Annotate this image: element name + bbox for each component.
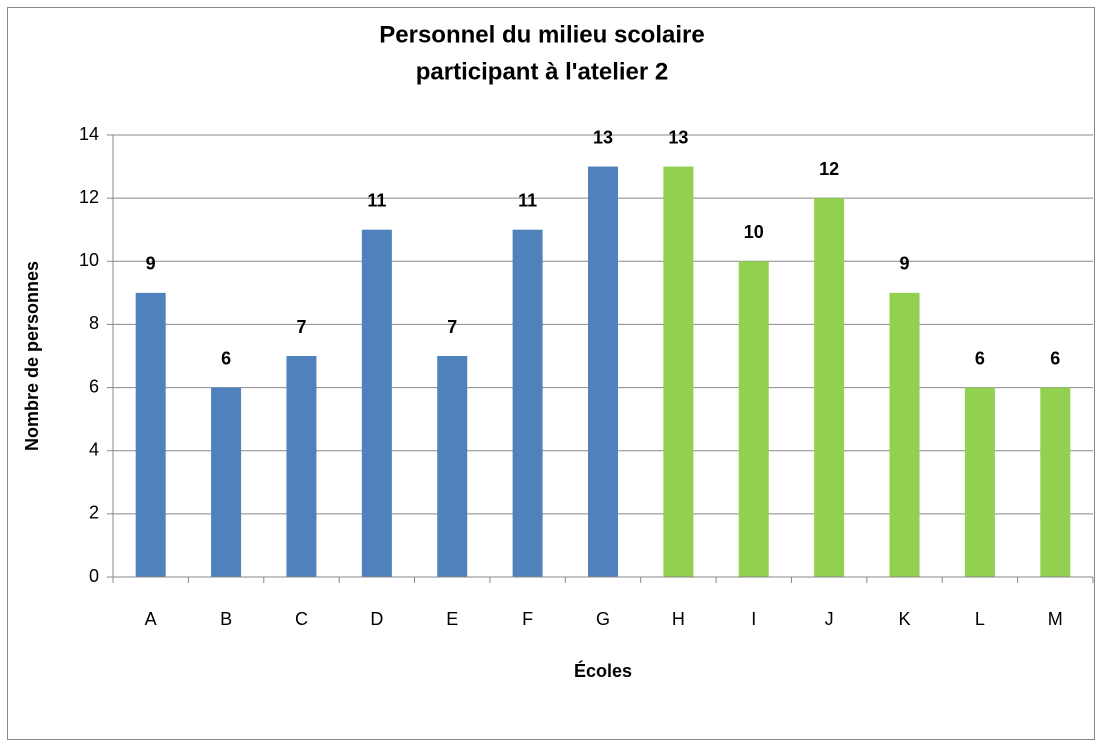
bar bbox=[814, 198, 845, 577]
y-tick-label: 4 bbox=[89, 439, 99, 459]
data-label: 13 bbox=[593, 127, 613, 147]
y-tick-label: 14 bbox=[79, 124, 99, 144]
bar bbox=[211, 387, 242, 577]
bar bbox=[738, 261, 769, 577]
data-label: 9 bbox=[900, 254, 910, 274]
bar bbox=[361, 229, 392, 577]
x-tick-label: M bbox=[1048, 609, 1063, 629]
y-axis-title: Nombre de personnes bbox=[22, 261, 42, 451]
data-label: 6 bbox=[221, 348, 231, 368]
chart-frame bbox=[7, 7, 1095, 740]
y-tick-label: 2 bbox=[89, 503, 99, 523]
bar bbox=[889, 292, 920, 577]
x-tick-label: L bbox=[975, 609, 985, 629]
x-tick-label: G bbox=[596, 609, 610, 629]
data-label: 6 bbox=[1050, 348, 1060, 368]
bar bbox=[663, 166, 694, 578]
bar bbox=[1040, 387, 1071, 577]
x-tick-label: J bbox=[825, 609, 834, 629]
y-tick-label: 6 bbox=[89, 376, 99, 396]
bar bbox=[512, 229, 543, 577]
y-tick-label: 10 bbox=[79, 250, 99, 270]
x-tick-label: E bbox=[446, 609, 458, 629]
bar bbox=[135, 292, 166, 577]
bar bbox=[437, 356, 468, 577]
x-axis-title: Écoles bbox=[574, 660, 632, 681]
x-tick-label: H bbox=[672, 609, 685, 629]
x-tick-label: K bbox=[899, 609, 911, 629]
bar bbox=[964, 387, 995, 577]
y-tick-label: 0 bbox=[89, 566, 99, 586]
data-label: 9 bbox=[146, 254, 156, 274]
bar bbox=[588, 166, 618, 578]
data-label: 10 bbox=[744, 222, 764, 242]
x-tick-label: B bbox=[220, 609, 232, 629]
chart-title: participant à l'atelier 2 bbox=[416, 58, 668, 85]
data-label: 7 bbox=[447, 317, 457, 337]
data-label: 11 bbox=[518, 190, 537, 210]
bar bbox=[286, 356, 317, 577]
x-tick-label: A bbox=[145, 609, 157, 629]
y-tick-label: 8 bbox=[89, 313, 99, 333]
x-tick-label: D bbox=[370, 609, 383, 629]
data-label: 11 bbox=[367, 190, 386, 210]
x-tick-label: C bbox=[295, 609, 308, 629]
data-label: 12 bbox=[819, 159, 839, 179]
data-label: 6 bbox=[975, 348, 985, 368]
x-tick-label: I bbox=[751, 609, 756, 629]
chart-title: Personnel du milieu scolaire bbox=[379, 21, 704, 48]
y-tick-label: 12 bbox=[79, 187, 99, 207]
data-label: 7 bbox=[296, 317, 306, 337]
data-label: 13 bbox=[668, 127, 688, 147]
x-tick-label: F bbox=[522, 609, 533, 629]
